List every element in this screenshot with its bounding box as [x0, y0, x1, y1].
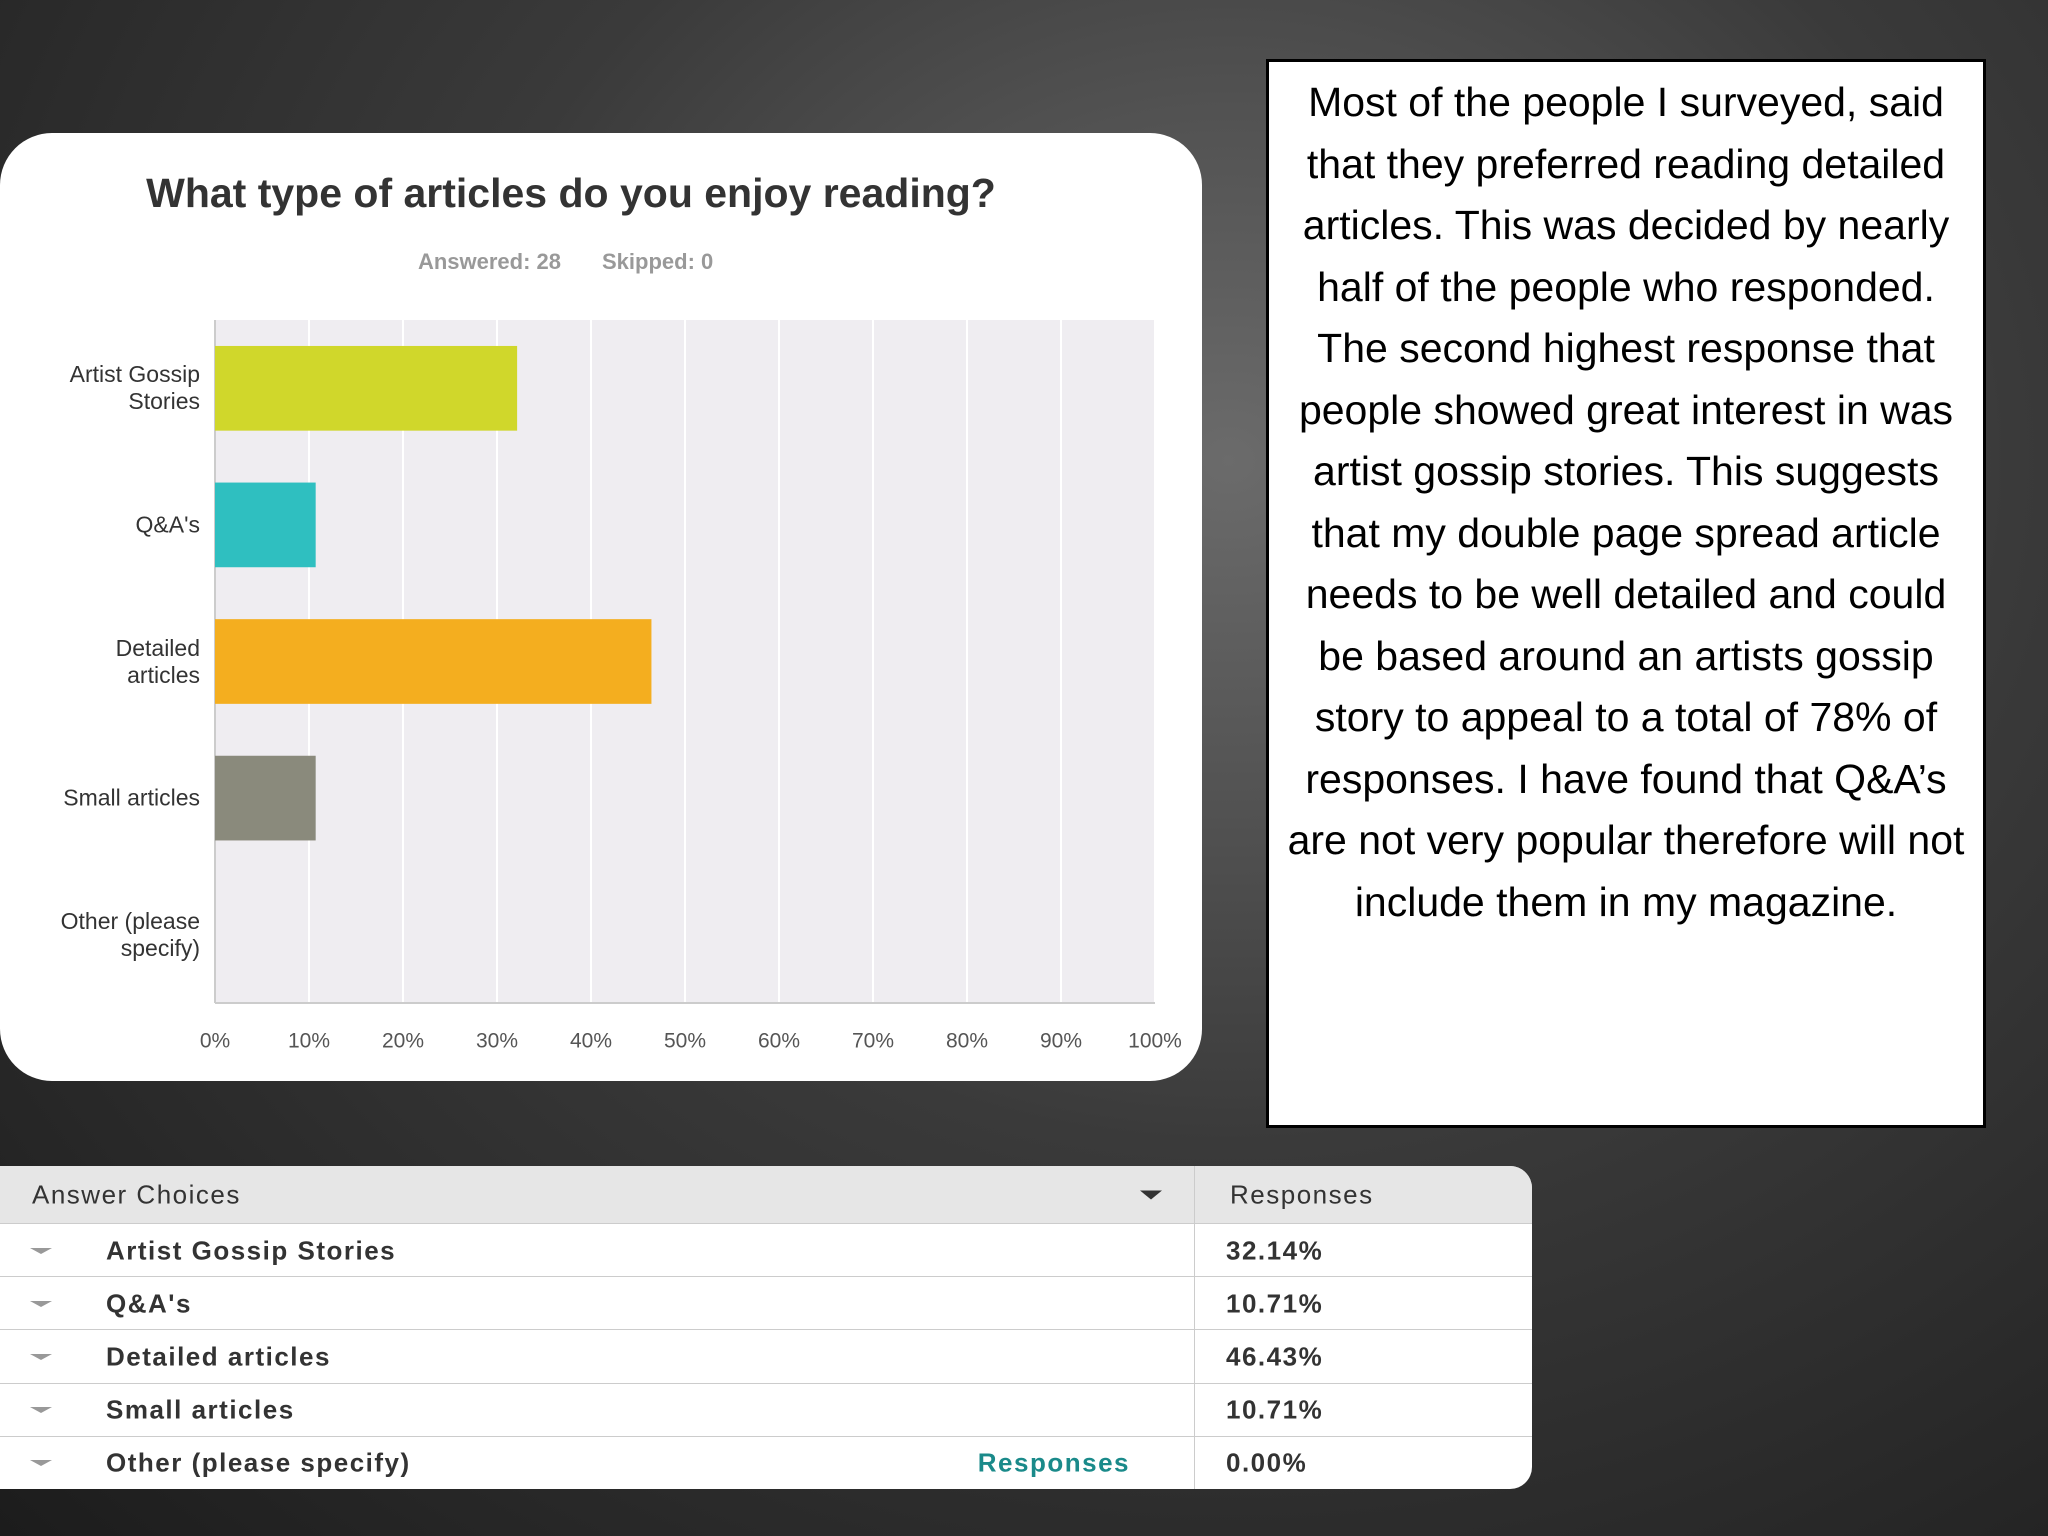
answer-cell: Q&A's	[106, 1288, 192, 1319]
response-cell: 0.00%	[1226, 1447, 1308, 1478]
bar	[215, 619, 652, 704]
x-tick-label: 80%	[946, 1030, 988, 1053]
answer-cell: Other (please specify)	[106, 1447, 411, 1478]
response-cell: 46.43%	[1226, 1341, 1324, 1372]
expand-arrow	[30, 1407, 52, 1414]
x-tick-label: 40%	[570, 1030, 612, 1053]
y-tick-label: Detailed articles	[115, 634, 200, 688]
bar	[215, 755, 316, 841]
table-header: Answer Choices Responses	[0, 1166, 1532, 1223]
x-tick-label: 30%	[476, 1030, 518, 1053]
response-cell: 32.14%	[1226, 1235, 1324, 1265]
x-tick-label: 60%	[758, 1030, 800, 1053]
y-tick-label: Small articles	[63, 784, 200, 811]
expand-arrow	[30, 1300, 52, 1307]
y-tick-label: Artist Gossip Stories	[69, 361, 200, 415]
x-tick-label: 20%	[382, 1030, 424, 1053]
note-text: Most of the people I surveyed, said that…	[1287, 79, 1965, 925]
x-tick-label: 0%	[200, 1030, 230, 1053]
sort-arrow	[1140, 1190, 1162, 1199]
x-tick-label: 100%	[1128, 1030, 1182, 1053]
x-tick-label: 70%	[852, 1030, 894, 1053]
header-cell: Responses	[1230, 1179, 1374, 1209]
table-row: Small articles 10.71%	[0, 1382, 1532, 1437]
column-divider	[1194, 1166, 1195, 1489]
expand-arrow	[30, 1247, 52, 1254]
x-tick-label: 90%	[1040, 1030, 1082, 1053]
bar	[215, 482, 316, 568]
answer-cell: Artist Gossip Stories	[106, 1235, 397, 1265]
x-tick-label: 50%	[664, 1030, 706, 1053]
x-tick-label: 10%	[288, 1030, 330, 1053]
skipped: Skipped: 0	[602, 249, 713, 274]
y-tick-label: Other (please specify)	[60, 907, 200, 961]
y-tick-label: Q&A's	[135, 511, 200, 538]
text-box: Most of the people I surveyed, said that…	[1266, 59, 1986, 1128]
expand-arrow	[30, 1353, 52, 1360]
response-cell: 10.71%	[1226, 1288, 1324, 1319]
answered: Answered: 28	[418, 249, 561, 274]
answer-cell: Small articles	[106, 1394, 295, 1425]
response-table: Answer Choices Responses Artist Gossip Sto…	[0, 1166, 1532, 1489]
table-row: Q&A's 10.71%	[0, 1276, 1532, 1330]
chart-title: What type of articles do you enjoy readi…	[146, 170, 996, 216]
table-row: Other (please specify) 0.00% Responses	[0, 1435, 1532, 1489]
responses-link[interactable]: Responses	[977, 1447, 1130, 1478]
table-row: Artist Gossip Stories 32.14%	[0, 1223, 1532, 1277]
answer-cell: Detailed articles	[106, 1341, 331, 1372]
response-cell: 10.71%	[1226, 1394, 1324, 1425]
table-row: Detailed articles 46.43%	[0, 1329, 1532, 1383]
bar	[215, 345, 518, 431]
expand-arrow	[30, 1460, 52, 1467]
header-cell: Answer Choices	[32, 1179, 241, 1209]
